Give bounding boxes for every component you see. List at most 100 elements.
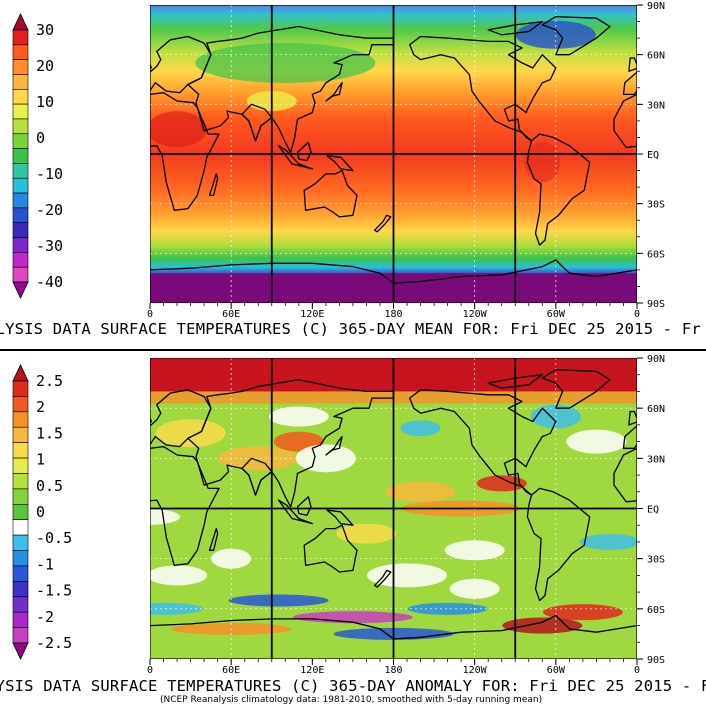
- lat-tick-label: 90N: [647, 1, 665, 12]
- anomaly-panel: 2.5 2 1.5 1 0.5 0 -0.5 -1 -1.5 -2 -2.5 0 60E 120E 180…: [0, 353, 706, 711]
- colorbar-label: -0.5: [36, 529, 72, 547]
- anomaly-blob: [502, 617, 583, 634]
- coastline-japan: [325, 82, 343, 102]
- anomaly-blob: [292, 611, 413, 624]
- mean-temperature-panel: 30 20 10 0 -10 -20 -30 -40 0 60E 120E 180 120W 60W 0 9…: [0, 0, 706, 350]
- map-axes: 0 60E 120E 180 120W 60W 0 90N 60N 30N EQ 30S 60S 90S: [147, 354, 665, 676]
- anomaly-blob: [385, 481, 456, 502]
- coastline-madagascar: [208, 173, 219, 197]
- colorbar-label: 1.5: [36, 424, 63, 442]
- colorbar-label: -2.5: [36, 634, 72, 652]
- coastline-antarctica: [150, 259, 637, 284]
- colorbar-segment: [12, 565, 29, 582]
- colorbar-segment: [12, 29, 29, 46]
- siberia-cold-patch: [195, 42, 376, 83]
- colorbar: 2.5 2 1.5 1 0.5 0 -0.5 -1 -1.5 -2 -2.5: [12, 364, 72, 660]
- colorbar-segment: [12, 411, 29, 428]
- anomaly-blob: [476, 475, 527, 492]
- lat-tick-label: 60S: [647, 605, 665, 616]
- lat-tick-label: 90S: [647, 299, 665, 310]
- coastline-greenland: [541, 369, 611, 409]
- coastline-newguinea: [326, 155, 354, 172]
- colorbar-segment: [12, 519, 29, 536]
- lon-tick-label: 0: [634, 309, 640, 320]
- colorbar-label: 0.5: [36, 477, 63, 495]
- colorbar-segment: [12, 396, 29, 413]
- anomaly-blob: [579, 533, 637, 550]
- sahara-hot-patch: [150, 111, 208, 148]
- colorbar-label: -1.5: [36, 582, 72, 600]
- coastline-indonesia: [277, 145, 313, 170]
- colorbar-segment: [12, 426, 29, 443]
- lon-tick-label: 60E: [222, 665, 240, 676]
- colorbar-segment: [12, 207, 29, 224]
- coastline-australia: [303, 169, 358, 218]
- lat-tick-label: 90N: [647, 354, 665, 365]
- coastline-uk: [150, 62, 153, 70]
- coastline-arctic_islands: [487, 374, 543, 389]
- lon-tick-label: 60W: [547, 309, 566, 320]
- coastline-uk: [628, 410, 637, 426]
- coastline-africa: [150, 92, 220, 211]
- coastline-uk: [150, 416, 153, 423]
- colorbar-segment: [12, 473, 29, 490]
- coastline-newguinea: [326, 509, 354, 526]
- map-area: [150, 358, 637, 659]
- coastline-asia: [187, 379, 395, 508]
- colorbar-label: -2: [36, 608, 54, 626]
- anomaly-blob: [367, 563, 448, 588]
- lon-tick-label: 120E: [300, 665, 324, 676]
- lon-tick-label: 180: [384, 309, 402, 320]
- coastline-europe: [150, 35, 212, 94]
- coastline-madagascar: [208, 527, 219, 551]
- colorbar-segment: [12, 488, 29, 505]
- anomaly-blob: [268, 406, 329, 427]
- coastline-borneo: [296, 141, 312, 162]
- colorbar-segment: [12, 237, 29, 253]
- lon-tick-label: 120W: [463, 309, 488, 320]
- colorbar-segment: [12, 133, 29, 149]
- anomaly-blob: [400, 420, 441, 437]
- colorbar-segment: [12, 148, 29, 164]
- colorbar-segment: [12, 266, 29, 283]
- mean-caption: ALYSIS DATA SURFACE TEMPERATURES (C) 365…: [0, 320, 701, 338]
- colorbar-top-arrow: [12, 13, 29, 31]
- map-area: [150, 5, 637, 303]
- colorbar-segment: [12, 118, 29, 135]
- coastline-nz: [373, 569, 392, 588]
- coastline-europe: [150, 389, 212, 448]
- colorbar-label: 30: [36, 21, 54, 39]
- anomaly-blob: [444, 540, 505, 561]
- anomaly-blob: [218, 446, 299, 471]
- colorbar-label: 2.5: [36, 372, 63, 390]
- colorbar-segment: [12, 442, 29, 459]
- anomaly-blob: [336, 523, 397, 544]
- colorbar-segment: [12, 103, 29, 120]
- colorbar-segment: [12, 611, 29, 628]
- colorbar-segment: [12, 163, 29, 179]
- coastline-japan: [325, 435, 343, 456]
- climatology-note: (NCEP Reanalysis climatology data: 1981-…: [160, 695, 543, 705]
- lon-tick-label: 120W: [463, 665, 488, 676]
- colorbar-segment: [12, 627, 29, 644]
- anomaly-map: 2.5 2 1.5 1 0.5 0 -0.5 -1 -1.5 -2 -2.5 0 60E 120E 180…: [12, 354, 665, 676]
- lat-tick-label: 30S: [647, 200, 665, 211]
- colorbar-segment: [12, 457, 29, 474]
- colorbar-segment: [12, 581, 29, 598]
- coastline-nz: [373, 214, 392, 233]
- coastline-namerica: [409, 35, 557, 142]
- colorbar-label: -20: [36, 201, 63, 219]
- colorbar-segment: [12, 252, 29, 268]
- amazon-hot-patch: [524, 142, 561, 183]
- coastline-arctic_islands: [487, 20, 543, 36]
- coastline-india: [241, 103, 273, 142]
- colorbar-segment: [12, 44, 29, 60]
- colorbar-bottom-arrow: [12, 642, 29, 660]
- anomaly-blob: [407, 602, 488, 615]
- anomaly-blob: [228, 594, 329, 607]
- anomaly-blob: [150, 565, 208, 586]
- lat-tick-label: 60N: [647, 404, 665, 415]
- anomaly-blob: [566, 429, 627, 454]
- lat-tick-label: EQ: [647, 505, 659, 516]
